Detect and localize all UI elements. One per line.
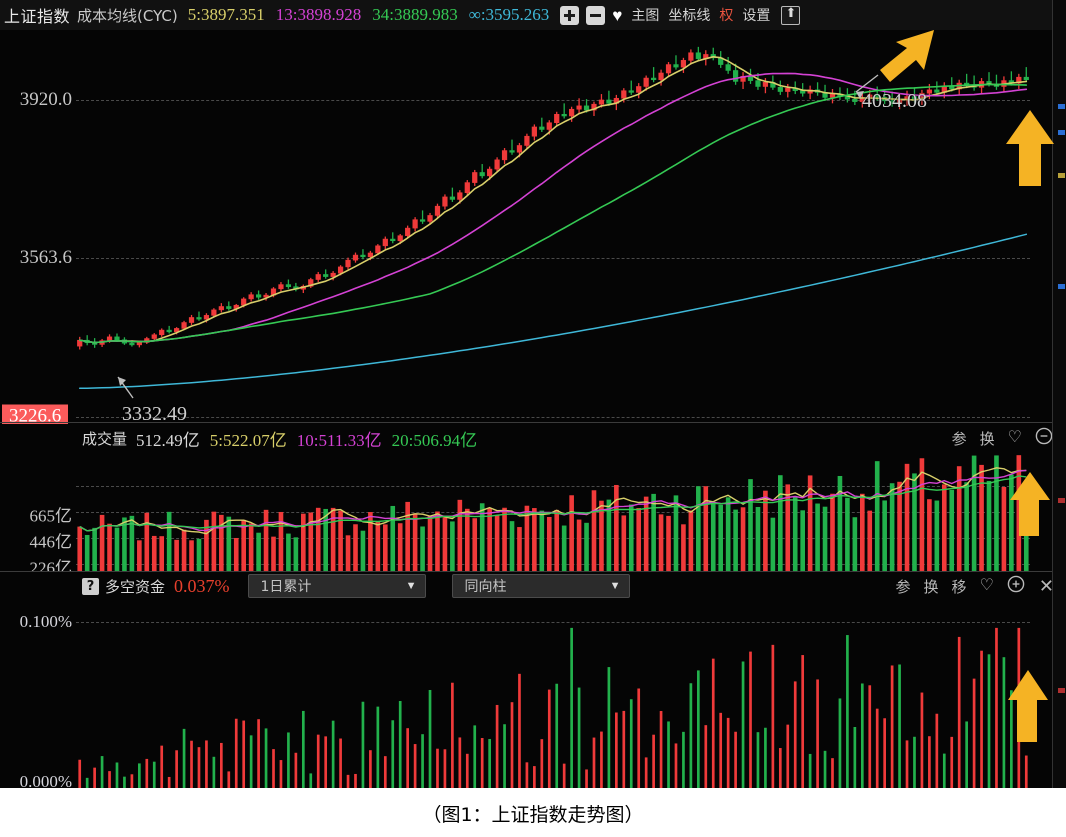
chevron-down-icon: ▼ <box>405 580 417 592</box>
volume-ma5: 5:522.07亿 <box>209 430 287 450</box>
figure-caption: （图1：上证指数走势图） <box>0 790 1066 837</box>
gridline <box>76 538 1030 539</box>
ma5-value: 5:3897.351 <box>187 5 265 24</box>
volume-title: 成交量 <box>82 429 128 448</box>
volume-panel: 成交量 512.49亿 5:522.07亿 10:511.33亿 20:506.… <box>0 424 1066 578</box>
style-dropdown[interactable]: 同向柱 ▼ <box>451 574 630 598</box>
help-icon[interactable]: ? <box>82 577 99 595</box>
close-icon[interactable]: ✕ <box>1038 576 1054 596</box>
gridline <box>76 417 1030 418</box>
gridline <box>76 564 1030 565</box>
main-price-panel: 3920.0 3563.6 3226.6 4034.08 3332.49 <box>0 30 1066 430</box>
heart-icon[interactable]: ♡ <box>1007 429 1022 446</box>
plus-icon[interactable] <box>560 5 580 25</box>
vol-tick-665: 665亿 <box>29 506 73 526</box>
capital-flow-panel: ? 多空资金 0.037% 1日累计 ▼ 同向柱 ▼ 参 换 移 ♡ <box>0 572 1066 788</box>
popout-icon[interactable] <box>781 5 801 25</box>
candlestick-series <box>77 46 1029 390</box>
gridline <box>76 258 1030 259</box>
zoom-in-icon[interactable] <box>1007 575 1026 597</box>
annotation-arrow-up-right-main <box>1006 110 1054 186</box>
gridline <box>76 100 1030 101</box>
ma13-value: 13:3898.928 <box>275 5 362 24</box>
capital-param-button[interactable]: 参 <box>895 577 911 596</box>
heart-icon[interactable]: ♡ <box>979 577 994 594</box>
pct-tick-0000: 0.000% <box>19 772 72 788</box>
capital-flow-value: 0.037% <box>174 575 230 596</box>
y-tick-3920: 3920.0 <box>19 89 72 110</box>
capital-flow-y-axis: 0.100% 0.000% <box>0 600 72 788</box>
ma34-value: 34:3889.983 <box>372 5 458 24</box>
annotation-high-label: 4034.08 <box>862 90 927 112</box>
main-y-axis: 3920.0 3563.6 <box>0 30 72 422</box>
heart-icon[interactable]: ♥ <box>612 5 623 25</box>
chevron-down-icon: ▼ <box>609 580 621 592</box>
volume-plot-area[interactable] <box>76 452 1030 572</box>
period-dropdown[interactable]: 1日累计 ▼ <box>247 574 426 598</box>
panel-divider <box>0 571 1066 572</box>
edge-mark <box>1058 130 1065 135</box>
main-chart-button[interactable]: 主图 <box>631 8 660 24</box>
annotation-arrow-down-left <box>880 30 934 82</box>
rights-button[interactable]: 权 <box>719 8 734 24</box>
edge-mark <box>1058 104 1065 109</box>
main-plot-area[interactable] <box>76 30 1030 422</box>
capital-switch-button[interactable]: 换 <box>923 577 939 596</box>
annotation-low-label: 3332.49 <box>122 403 187 425</box>
volume-header-bar[interactable]: 成交量 512.49亿 5:522.07亿 10:511.33亿 20:506.… <box>0 424 1066 452</box>
volume-ma10: 10:511.33亿 <box>296 430 382 450</box>
capital-flow-tools: 参 换 移 ♡ ✕ <box>896 575 1066 597</box>
volume-switch-button[interactable]: 换 <box>979 429 995 448</box>
edge-mark <box>1058 688 1065 693</box>
volume-y-axis: 665亿 446亿 226亿 <box>0 452 73 578</box>
axis-line-button[interactable]: 坐标线 <box>668 8 711 24</box>
ma-infinity-value: ∞:3595.263 <box>468 5 550 24</box>
zoom-out-icon[interactable] <box>1035 427 1054 449</box>
annotation-arrow-up-capital <box>1008 670 1048 742</box>
pct-tick-0100: 0.100% <box>19 612 72 631</box>
volume-value: 512.49亿 <box>136 430 200 450</box>
volume-bar-series <box>77 455 1029 572</box>
edge-mark <box>1058 173 1065 178</box>
edge-mark <box>1058 284 1065 289</box>
capital-move-button[interactable]: 移 <box>951 577 967 596</box>
volume-param-button[interactable]: 参 <box>951 429 967 448</box>
volume-ma20: 20:506.94亿 <box>391 430 478 450</box>
capital-flow-bar-series <box>78 627 1028 788</box>
capital-flow-plot-area[interactable] <box>76 600 1030 788</box>
chart-window: 上证指数 成本均线(CYC) 5:3897.351 13:3898.928 34… <box>0 0 1066 788</box>
capital-flow-title: 多空资金 <box>105 577 166 596</box>
y-tick-3563: 3563.6 <box>19 247 72 268</box>
symbol-name[interactable]: 上证指数 <box>4 7 71 26</box>
period-dropdown-label: 1日累计 <box>260 579 312 595</box>
capital-flow-header-bar[interactable]: ? 多空资金 0.037% 1日累计 ▼ 同向柱 ▼ 参 换 移 ♡ <box>0 572 1066 600</box>
style-dropdown-label: 同向柱 <box>464 579 507 595</box>
gridline <box>76 486 1030 487</box>
indicator-name[interactable]: 成本均线(CYC) <box>77 6 178 25</box>
volume-tools: 参 换 ♡ <box>952 427 1066 449</box>
edge-mark <box>1058 498 1065 503</box>
gridline <box>76 622 1030 623</box>
panel-divider <box>0 422 1066 423</box>
chart-header-bar[interactable]: 上证指数 成本均线(CYC) 5:3897.351 13:3898.928 34… <box>0 0 1066 30</box>
minus-icon[interactable] <box>586 5 606 25</box>
settings-button[interactable]: 设置 <box>742 8 771 24</box>
right-edge-strip[interactable] <box>1052 0 1066 788</box>
annotation-arrow-up-volume <box>1010 472 1050 536</box>
vol-tick-446: 446亿 <box>29 532 73 552</box>
